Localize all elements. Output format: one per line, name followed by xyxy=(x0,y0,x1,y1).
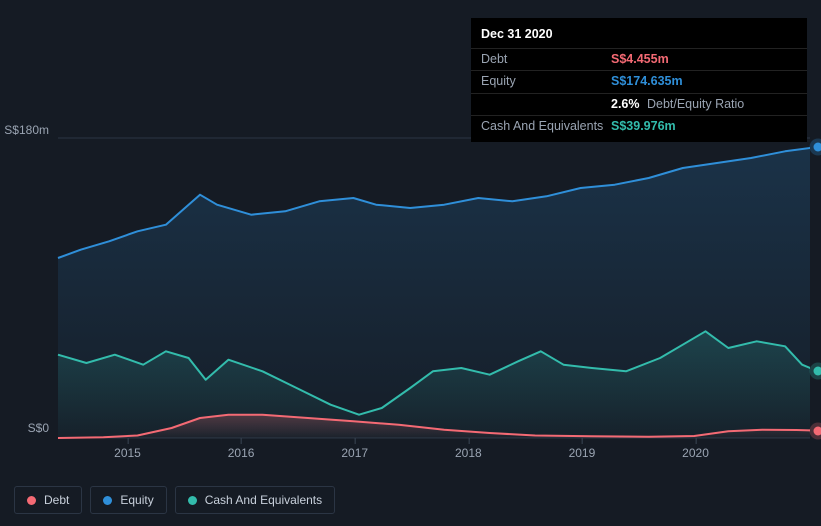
x-axis-tick: 2018 xyxy=(455,446,482,460)
legend-label: Debt xyxy=(44,493,69,507)
x-tick-mark xyxy=(355,438,356,444)
x-axis-tick: 2020 xyxy=(682,446,709,460)
tooltip-row: Cash And EquivalentsS$39.976m xyxy=(471,115,807,138)
legend-label: Cash And Equivalents xyxy=(205,493,322,507)
tooltip-row: 2.6% Debt/Equity Ratio xyxy=(471,93,807,116)
chart-tooltip: Dec 31 2020 DebtS$4.455mEquityS$174.635m… xyxy=(471,18,807,142)
tooltip-value: S$39.976m xyxy=(611,118,676,136)
x-tick-mark xyxy=(582,438,583,444)
tooltip-label: Cash And Equivalents xyxy=(481,118,611,136)
tooltip-label: Debt xyxy=(481,51,611,69)
end-marker-dot xyxy=(814,367,821,376)
tooltip-label: Equity xyxy=(481,73,611,91)
x-tick-mark xyxy=(241,438,242,444)
tooltip-value: S$4.455m xyxy=(611,51,669,69)
legend-item[interactable]: Debt xyxy=(14,486,82,514)
x-axis-label: 2016 xyxy=(228,446,255,460)
tooltip-label xyxy=(481,96,611,114)
x-tick-mark xyxy=(128,438,129,444)
legend-item[interactable]: Cash And Equivalents xyxy=(175,486,335,514)
x-axis-label: 2015 xyxy=(114,446,141,460)
legend-label: Equity xyxy=(120,493,153,507)
end-marker-dot xyxy=(814,143,821,152)
legend-dot-icon xyxy=(188,496,197,505)
chart-legend: Debt Equity Cash And Equivalents xyxy=(14,486,335,514)
x-axis-tick: 2019 xyxy=(569,446,596,460)
x-axis-label: 2019 xyxy=(569,446,596,460)
tooltip-suffix: Debt/Equity Ratio xyxy=(644,97,745,111)
x-axis: 2015 2016 2017 2018 2019 2020 xyxy=(48,446,808,466)
x-tick-mark xyxy=(468,438,469,444)
tooltip-value: 2.6% Debt/Equity Ratio xyxy=(611,96,744,114)
area-chart-svg xyxy=(10,118,810,458)
x-axis-label: 2017 xyxy=(341,446,368,460)
tooltip-date: Dec 31 2020 xyxy=(471,26,807,48)
end-marker-dot xyxy=(814,426,821,435)
legend-dot-icon xyxy=(27,496,36,505)
legend-dot-icon xyxy=(103,496,112,505)
x-axis-label: 2020 xyxy=(682,446,709,460)
x-axis-tick: 2016 xyxy=(228,446,255,460)
x-axis-tick: 2015 xyxy=(114,446,141,460)
tooltip-row: EquityS$174.635m xyxy=(471,70,807,93)
chart-plot-area[interactable] xyxy=(10,118,810,478)
legend-item[interactable]: Equity xyxy=(90,486,166,514)
tooltip-row: DebtS$4.455m xyxy=(471,48,807,71)
x-tick-mark xyxy=(696,438,697,444)
tooltip-value: S$174.635m xyxy=(611,73,683,91)
chart-container: Dec 31 2020 DebtS$4.455mEquityS$174.635m… xyxy=(0,0,821,526)
x-axis-label: 2018 xyxy=(455,446,482,460)
x-axis-tick: 2017 xyxy=(341,446,368,460)
